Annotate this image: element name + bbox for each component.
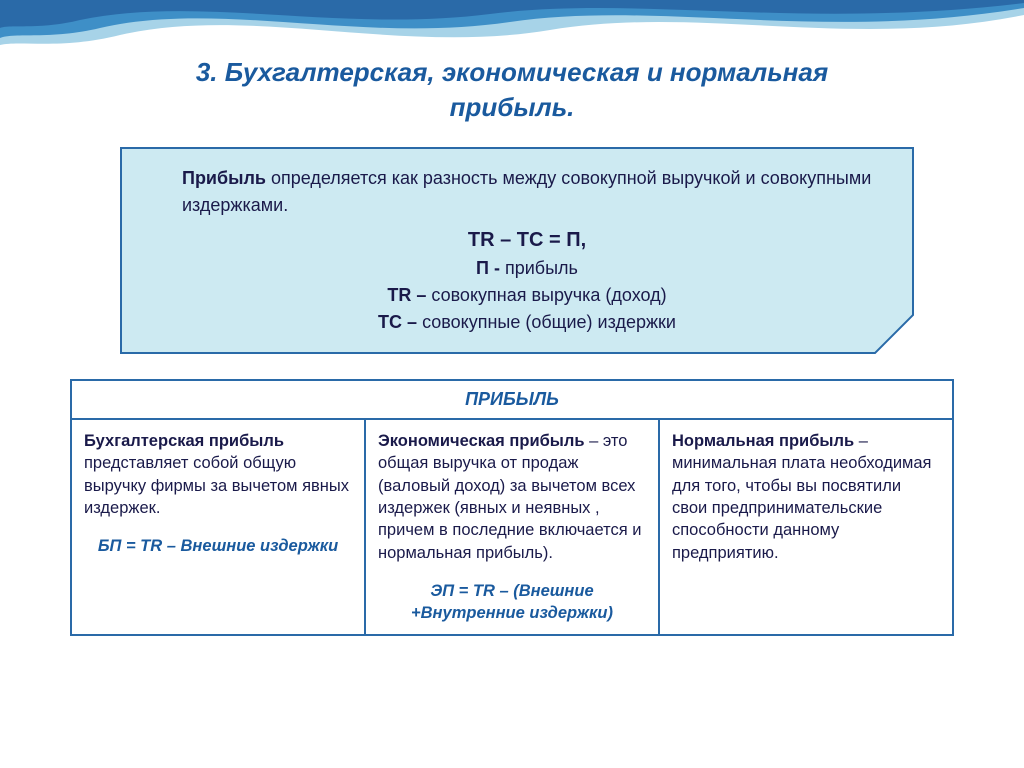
page-title: 3. Бухгалтерская, экономическая и нормал…	[70, 55, 954, 125]
profit-table: Бухгалтерская прибыль представляет собой…	[70, 418, 954, 636]
table-cell-normal: Нормальная прибыль – минимальная плата н…	[659, 419, 953, 635]
table-header: ПРИБЫЛЬ	[70, 379, 954, 418]
legend3-r: совокупные (общие) издержки	[417, 312, 676, 332]
legend1-b: П -	[476, 258, 500, 278]
col1-body: представляет собой общую выручку фирмы з…	[84, 454, 349, 517]
col1-formula: БП = TR – Внешние издержки	[84, 535, 352, 557]
definition-formula: TR – TC = П,	[182, 225, 872, 255]
legend2-b: TR –	[387, 285, 426, 305]
col3-term: Нормальная прибыль	[672, 432, 854, 450]
title-line1: 3. Бухгалтерская, экономическая и нормал…	[196, 57, 828, 87]
col2-body: – это общая выручка от продаж (валовый д…	[378, 432, 641, 561]
col1-term: Бухгалтерская прибыль	[84, 432, 284, 450]
definition-lead-rest: определяется как разность между совокупн…	[182, 168, 871, 215]
col2-term: Экономическая прибыль	[378, 432, 585, 450]
table-cell-economic: Экономическая прибыль – это общая выручк…	[365, 419, 659, 635]
title-line2: прибыль.	[450, 92, 575, 122]
definition-box: Прибыль определяется как разность между …	[120, 147, 914, 354]
definition-lead: Прибыль	[182, 168, 266, 188]
legend1-r: прибыль	[500, 258, 578, 278]
col2-formula: ЭП = TR – (Внешние +Внутренние издержки)	[378, 580, 646, 625]
table-cell-accounting: Бухгалтерская прибыль представляет собой…	[71, 419, 365, 635]
col3-body: – минимальная плата необходимая для того…	[672, 432, 932, 561]
legend2-r: совокупная выручка (доход)	[426, 285, 666, 305]
legend3-b: TC –	[378, 312, 417, 332]
page-curl-icon	[874, 314, 914, 354]
